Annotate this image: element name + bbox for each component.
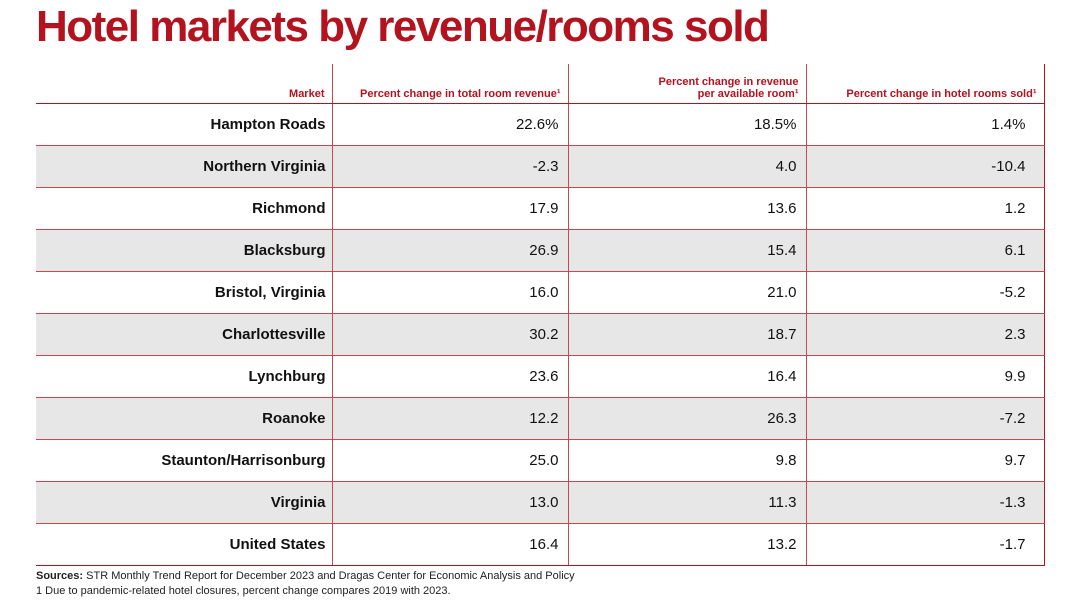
sources-text: STR Monthly Trend Report for December 20…	[83, 570, 575, 582]
revpar-cell: 18.7	[567, 313, 806, 356]
table-row: Virginia 13.0 11.3 -1.3	[36, 481, 1045, 524]
sources-note: Sources: STR Monthly Trend Report for De…	[36, 570, 575, 582]
column-header-market: Market	[36, 64, 332, 104]
total-room-revenue-cell: 22.6%	[331, 103, 568, 146]
total-room-revenue-cell: 17.9	[331, 187, 568, 230]
rooms-sold-cell: 1.2	[805, 187, 1045, 230]
total-room-revenue-cell: 25.0	[331, 439, 568, 482]
market-cell: Roanoke	[36, 397, 332, 440]
market-cell: Blacksburg	[36, 229, 332, 272]
total-room-revenue-cell: 26.9	[331, 229, 568, 272]
table-row: Charlottesville 30.2 18.7 2.3	[36, 313, 1045, 356]
revpar-cell: 4.0	[567, 145, 806, 188]
revpar-cell: 15.4	[567, 229, 806, 272]
table-row: Blacksburg 26.9 15.4 6.1	[36, 229, 1045, 272]
market-cell: Hampton Roads	[36, 103, 332, 146]
market-cell: Northern Virginia	[36, 145, 332, 188]
total-room-revenue-cell: 16.0	[331, 271, 568, 314]
revpar-cell: 11.3	[567, 481, 806, 524]
table-row: Hampton Roads 22.6% 18.5% 1.4%	[36, 103, 1045, 146]
table-row: Northern Virginia -2.3 4.0 -10.4	[36, 145, 1045, 188]
column-header-rooms-sold: Percent change in hotel rooms sold¹	[805, 64, 1045, 104]
revpar-cell: 21.0	[567, 271, 806, 314]
table-row: Staunton/Harrisonburg 25.0 9.8 9.7	[36, 439, 1045, 482]
table-row: United States 16.4 13.2 -1.7	[36, 523, 1045, 566]
revpar-cell: 9.8	[567, 439, 806, 482]
total-room-revenue-cell: 23.6	[331, 355, 568, 398]
rooms-sold-cell: -1.7	[805, 523, 1045, 566]
footnote: 1 Due to pandemic-related hotel closures…	[36, 585, 451, 597]
data-table: Market Percent change in total room reve…	[36, 64, 1045, 566]
table-row: Bristol, Virginia 16.0 21.0 -5.2	[36, 271, 1045, 314]
table-row: Lynchburg 23.6 16.4 9.9	[36, 355, 1045, 398]
rooms-sold-cell: -7.2	[805, 397, 1045, 440]
revpar-cell: 16.4	[567, 355, 806, 398]
table-body: Hampton Roads 22.6% 18.5% 1.4% Northern Virg…	[36, 103, 1045, 566]
total-room-revenue-cell: 12.2	[331, 397, 568, 440]
total-room-revenue-cell: -2.3	[331, 145, 568, 188]
column-header-total-room-revenue: Percent change in total room revenue¹	[331, 64, 568, 104]
table-header-row: Market Percent change in total room reve…	[36, 64, 1045, 104]
total-room-revenue-cell: 30.2	[331, 313, 568, 356]
revpar-cell: 26.3	[567, 397, 806, 440]
market-cell: Virginia	[36, 481, 332, 524]
market-cell: Bristol, Virginia	[36, 271, 332, 314]
rooms-sold-cell: 6.1	[805, 229, 1045, 272]
rooms-sold-cell: 9.9	[805, 355, 1045, 398]
table-row: Roanoke 12.2 26.3 -7.2	[36, 397, 1045, 440]
data-table-container: Market Percent change in total room reve…	[36, 64, 1045, 566]
total-room-revenue-cell: 16.4	[331, 523, 568, 566]
market-cell: Staunton/Harrisonburg	[36, 439, 332, 482]
page-title: Hotel markets by revenue/rooms sold	[36, 2, 770, 51]
column-header-revpar: Percent change in revenue per available …	[567, 64, 806, 104]
rooms-sold-cell: 2.3	[805, 313, 1045, 356]
column-header-revpar-text: Percent change in revenue per available …	[658, 76, 799, 100]
market-cell: Charlottesville	[36, 313, 332, 356]
rooms-sold-cell: -1.3	[805, 481, 1045, 524]
sources-label: Sources:	[36, 570, 84, 582]
rooms-sold-cell: 1.4%	[805, 103, 1045, 146]
market-cell: United States	[36, 523, 332, 566]
revpar-cell: 18.5%	[567, 103, 806, 146]
rooms-sold-cell: -10.4	[805, 145, 1045, 188]
revpar-cell: 13.2	[567, 523, 806, 566]
market-cell: Lynchburg	[36, 355, 332, 398]
total-room-revenue-cell: 13.0	[331, 481, 568, 524]
rooms-sold-cell: -5.2	[805, 271, 1045, 314]
market-cell: Richmond	[36, 187, 332, 230]
revpar-cell: 13.6	[567, 187, 806, 230]
rooms-sold-cell: 9.7	[805, 439, 1045, 482]
table-row: Richmond 17.9 13.6 1.2	[36, 187, 1045, 230]
